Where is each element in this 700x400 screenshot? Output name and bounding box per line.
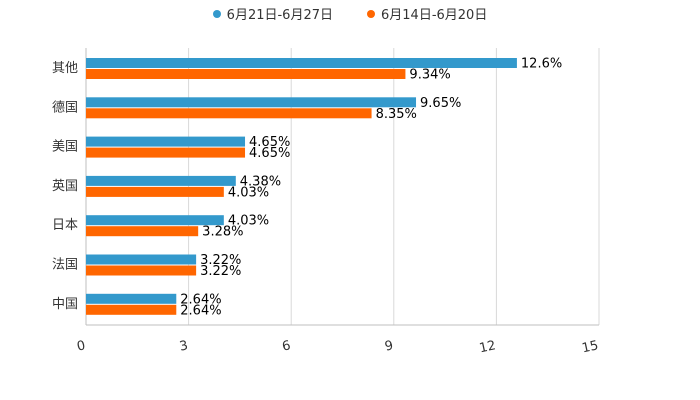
legend-item-series-2[interactable]: 6月14日-6月20日 <box>367 4 487 23</box>
bar-s2-3[interactable] <box>86 186 224 197</box>
x-tick-label-5: 15 <box>581 338 600 356</box>
data-label-s2-3: 4.03% <box>228 185 269 200</box>
x-tick-label-0: 0 <box>76 338 87 354</box>
data-label-s1-1: 9.65% <box>420 96 461 111</box>
data-label-s2-0: 9.34% <box>409 68 450 83</box>
data-label-s1-4: 4.03% <box>228 214 269 229</box>
category-label-2: 美国 <box>52 140 78 155</box>
category-label-5: 法国 <box>52 258 78 273</box>
legend-marker-series-1 <box>212 9 221 18</box>
legend-item-series-1[interactable]: 6月21日-6月27日 <box>212 4 333 23</box>
bar-s1-2[interactable] <box>86 136 246 147</box>
data-label-s1-2: 4.65% <box>249 135 290 150</box>
data-label-s1-6: 2.64% <box>180 292 221 307</box>
legend-marker-series-2 <box>367 9 375 18</box>
legend-label-series-1: 6月21日-6月27日 <box>226 8 333 23</box>
x-tick-label-4: 12 <box>478 338 497 356</box>
legend-label-series-2: 6月14日-6月20日 <box>381 8 488 23</box>
data-label-s2-5: 3.22% <box>200 264 241 279</box>
data-label-s2-6: 2.64% <box>180 303 221 318</box>
bar-s1-5[interactable] <box>86 254 197 265</box>
category-label-0: 其他 <box>52 61 78 76</box>
bar-s2-4[interactable] <box>86 226 199 237</box>
category-label-6: 中国 <box>52 297 78 312</box>
bar-s1-0[interactable] <box>86 58 517 68</box>
bar-s1-6[interactable] <box>86 293 177 304</box>
x-tick-label-2: 6 <box>281 338 292 354</box>
category-label-3: 英国 <box>52 179 78 194</box>
data-label-s2-1: 8.35% <box>376 107 417 122</box>
data-label-s1-0: 12.6% <box>521 57 562 72</box>
bar-s2-2[interactable] <box>86 147 246 158</box>
bar-s1-4[interactable] <box>86 215 224 226</box>
data-label-s1-5: 3.22% <box>200 253 241 268</box>
bar-s2-1[interactable] <box>86 108 372 119</box>
bar-s2-6[interactable] <box>86 304 177 315</box>
data-label-s1-3: 4.38% <box>240 174 281 189</box>
category-label-1: 德国 <box>52 100 78 115</box>
category-label-4: 日本 <box>52 218 78 233</box>
data-label-s2-2: 4.65% <box>249 146 290 161</box>
bar-s2-5[interactable] <box>86 265 197 276</box>
bar-s1-3[interactable] <box>86 175 236 186</box>
bar-s1-1[interactable] <box>86 97 417 108</box>
bar-s2-0[interactable] <box>86 69 406 79</box>
x-tick-label-1: 3 <box>178 338 189 354</box>
legend: 6月21日-6月27日 6月14日-6月20日 <box>0 4 700 23</box>
x-tick-label-3: 9 <box>383 338 394 354</box>
data-label-s2-4: 3.28% <box>202 225 243 240</box>
